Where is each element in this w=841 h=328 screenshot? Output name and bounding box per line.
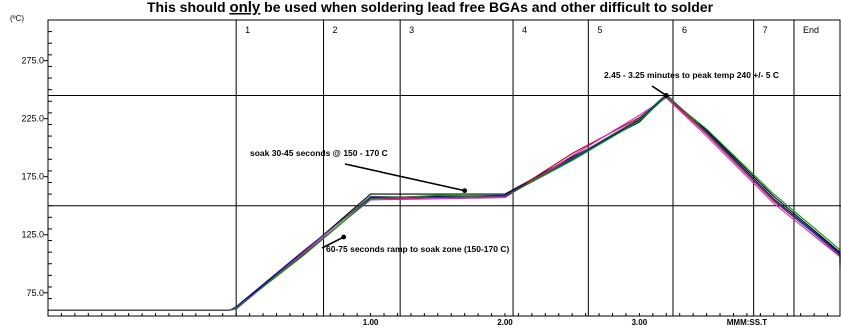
plot-frame <box>47 19 841 317</box>
annotation-point <box>663 93 669 98</box>
annotation-label: 60-75 seconds ramp to soak zone (150-170… <box>326 244 509 254</box>
zone-label: 5 <box>597 25 602 35</box>
y-tick-label: 225.0 <box>21 114 44 124</box>
annotation-arrow <box>321 236 345 249</box>
zone-label: 1 <box>245 25 250 35</box>
x-axis-ticks: 1.00 2.00 3.00 MMM:SS.T <box>47 313 829 327</box>
zone-label: 6 <box>682 25 687 35</box>
annotation-arrow <box>344 163 465 192</box>
annotation-arrow <box>651 85 667 97</box>
x-tick-label: 1.00 <box>363 318 379 327</box>
y-tick-label: 175.0 <box>21 172 44 182</box>
zone-label: 7 <box>763 25 768 35</box>
y-tick-label: 125.0 <box>21 230 44 240</box>
series-line <box>48 95 841 311</box>
annotation-point <box>341 234 347 240</box>
grid-lines <box>48 94 841 207</box>
zone-labels: 1 2 3 4 5 6 7 End <box>235 20 819 316</box>
series-group <box>48 93 841 311</box>
zone-label: 2 <box>333 25 338 35</box>
annotation-label: 2.45 - 3.25 minutes to peak temp 240 +/-… <box>604 70 779 80</box>
annotation-point <box>462 188 468 194</box>
y-tick-label: 275.0 <box>21 56 44 66</box>
annotations: 2.45 - 3.25 minutes to peak temp 240 +/-… <box>250 70 779 254</box>
x-axis-label: MMM:SS.T <box>727 318 768 327</box>
x-tick-label: 3.00 <box>632 318 648 327</box>
annotation-label: soak 30-45 seconds @ 150 - 170 C <box>250 148 388 158</box>
series-line <box>48 94 841 311</box>
zone-label: End <box>803 25 819 35</box>
zone-label: 4 <box>522 25 527 35</box>
zone-label: 3 <box>409 25 414 35</box>
y-tick-label: 75.0 <box>26 288 44 298</box>
series-line <box>48 93 841 311</box>
y-axis-label: (ºC) <box>10 14 24 23</box>
chart-title: This should only be used when soldering … <box>147 0 714 16</box>
x-tick-label: 2.00 <box>497 318 513 327</box>
series-line <box>48 95 841 311</box>
series-line <box>48 94 841 311</box>
series-line <box>48 97 841 311</box>
y-axis-ticks: 275.0 225.0 175.0 125.0 75.0 <box>21 31 52 311</box>
